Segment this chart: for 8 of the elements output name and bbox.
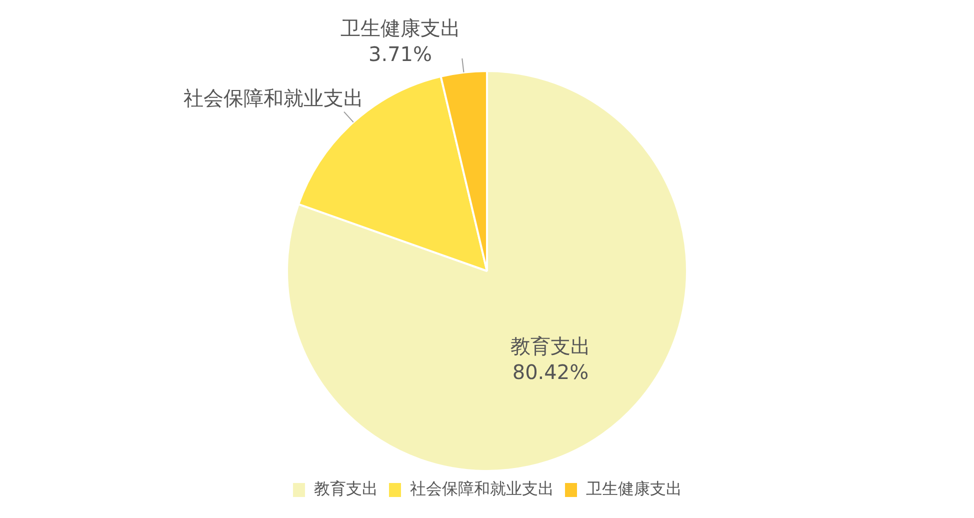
slice-label: 社会保障和就业支出 <box>183 86 364 110</box>
data-label: 80.42% <box>512 360 589 384</box>
legend-label: 社会保障和就业支出 <box>410 479 554 498</box>
slice-label: 教育支出 <box>510 334 590 358</box>
data-label: 3.71% <box>368 42 432 66</box>
slice-label: 卫生健康支出 <box>340 16 460 40</box>
legend-label: 卫生健康支出 <box>586 479 682 498</box>
legend-label: 教育支出 <box>314 479 378 498</box>
